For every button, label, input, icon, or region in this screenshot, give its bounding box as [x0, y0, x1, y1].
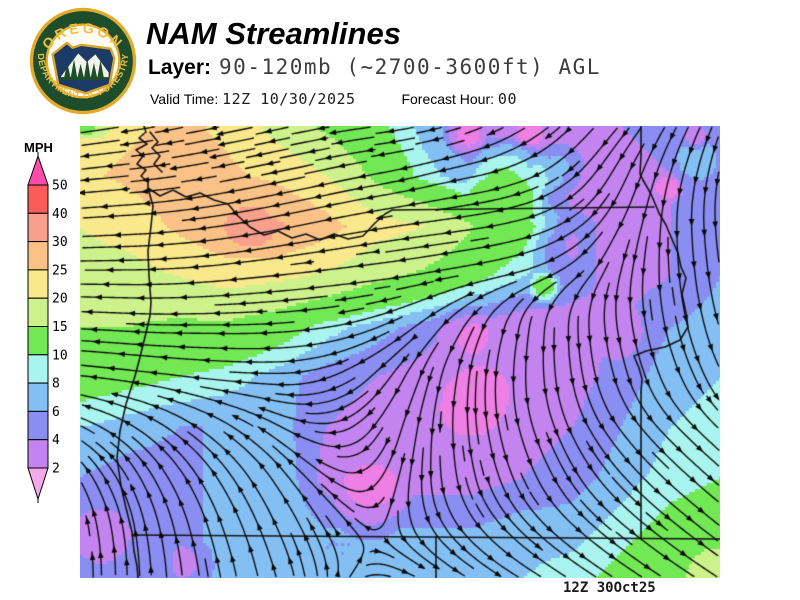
legend-tick-label: 25 [52, 263, 68, 278]
layer-value: 90-120mb (~2700-3600ft) AGL [219, 55, 601, 79]
legend-tick-label: 6 [52, 405, 60, 420]
valid-time-value: 12Z 10/30/2025 [222, 90, 356, 108]
legend-tick-label: 8 [52, 377, 60, 392]
layer-row: Layer: 90-120mb (~2700-3600ft) AGL [148, 55, 601, 80]
legend-tick-label: 30 [52, 235, 68, 250]
legend-tick-label: 20 [52, 292, 68, 307]
legend-band [27, 184, 49, 214]
logo-trees [62, 58, 106, 80]
time-row: Valid Time: 12Z 10/30/2025 Forecast Hour… [150, 90, 517, 108]
legend-band [27, 439, 49, 469]
legend-tick-label: 50 [52, 179, 68, 194]
legend-band [27, 410, 49, 441]
page-title: NAM Streamlines [146, 16, 401, 51]
odf-logo: OREGON DEPARTMENT OF FORESTRY [29, 7, 137, 115]
legend-band [27, 241, 49, 271]
legend-band [27, 212, 49, 243]
legend-tick-label: 40 [52, 207, 68, 222]
legend-band [27, 269, 49, 299]
legend-band [27, 326, 49, 356]
legend-band [27, 297, 49, 327]
legend-unit-label: MPH [24, 140, 53, 155]
legend-tick-label: 10 [52, 348, 68, 363]
wind-speed-colorbar: 50 40 30 25 20 15 10 8 6 4 2 [27, 152, 68, 503]
forecast-hour-label: Forecast Hour: [401, 91, 495, 107]
legend-tick-label: 15 [52, 320, 68, 335]
valid-time-label: Valid Time: [150, 91, 219, 107]
layer-label: Layer: [148, 56, 212, 79]
forecast-hour-value: 00 [497, 90, 517, 108]
legend-band [27, 354, 49, 384]
streamline-map-canvas [80, 126, 720, 578]
legend-tick-label: 2 [52, 462, 60, 477]
model-run-timestamp: 12Z 30Oct25 [563, 580, 656, 596]
legend-tick-label: 4 [52, 433, 60, 448]
legend-band [27, 382, 49, 412]
